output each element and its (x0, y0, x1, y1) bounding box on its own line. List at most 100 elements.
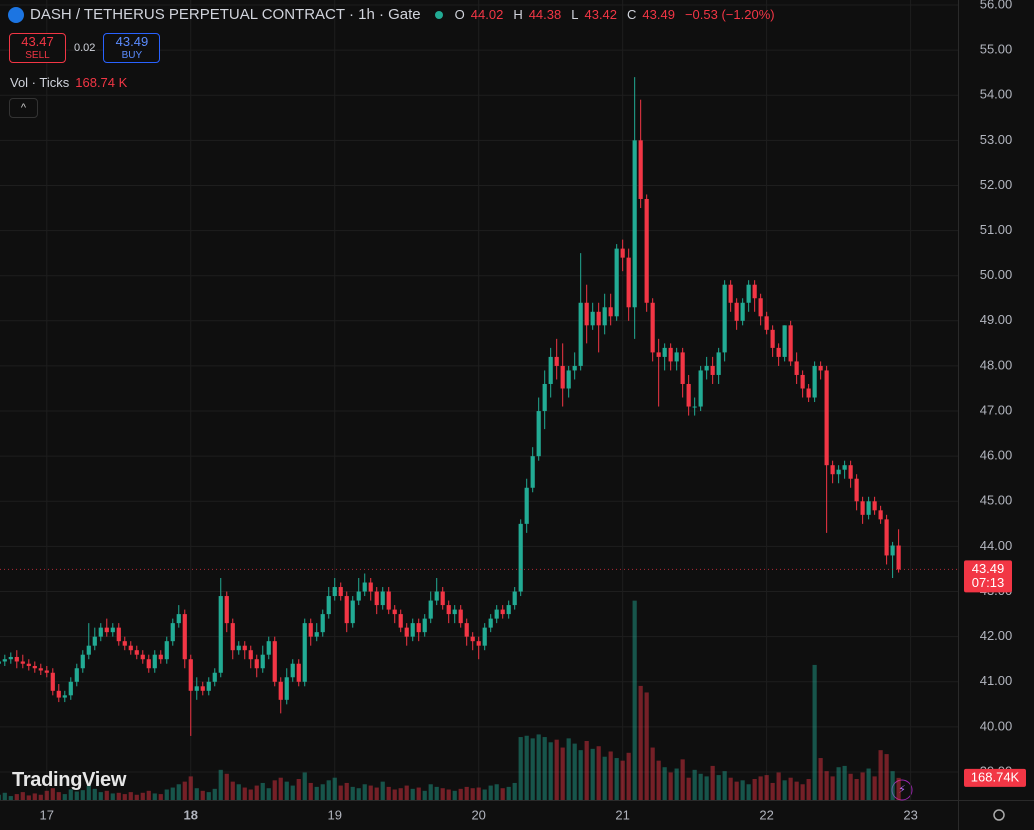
x-tick-label: 19 (327, 807, 341, 822)
candle-body (428, 600, 433, 619)
volume-bar (710, 765, 715, 800)
volume-bar (392, 789, 397, 800)
volume-bar (800, 784, 805, 800)
candle-body (62, 695, 67, 698)
buy-button[interactable]: 43.49 BUY (103, 33, 161, 63)
volume-bar (848, 773, 853, 800)
volume-bar (500, 788, 505, 800)
candle-body (866, 501, 871, 515)
volume-bar (686, 777, 691, 800)
volume-bar (866, 768, 871, 800)
candle-body (734, 302, 739, 321)
candle-body (326, 596, 331, 615)
candle-body (518, 523, 523, 592)
volume-title: Vol · Ticks (10, 75, 70, 90)
buy-price: 43.49 (115, 34, 149, 49)
volume-bar (182, 781, 187, 800)
candle-body (470, 636, 475, 642)
ohlc-label: C (627, 7, 637, 22)
candle-body (254, 659, 259, 669)
candle-body (332, 587, 337, 597)
volume-bar (620, 760, 625, 800)
candle-body (158, 654, 163, 660)
candle-body (506, 605, 511, 615)
volume-bar (314, 786, 319, 800)
volume-bar (236, 784, 241, 800)
lightning-button[interactable] (891, 779, 913, 801)
y-tick-label: 46.00 (980, 448, 1013, 463)
volume-bar (806, 779, 811, 800)
volume-bar (836, 767, 841, 800)
volume-bar (110, 793, 115, 800)
candle-body (110, 627, 115, 633)
collapse-button[interactable]: ^ (9, 98, 38, 118)
volume-bar (0, 794, 1, 800)
candle-body (164, 641, 169, 660)
volume-bar (20, 792, 25, 800)
volume-bar (86, 785, 91, 800)
candle-body (740, 302, 745, 321)
volume-bar (176, 784, 181, 800)
volume-bar (146, 790, 151, 800)
volume-bar (212, 788, 217, 800)
volume-bar (860, 772, 865, 800)
volume-bar (254, 785, 259, 800)
candle-body (764, 316, 769, 330)
candle-body (116, 627, 121, 642)
candle-body (890, 545, 895, 556)
volume-value: 168.74 K (75, 75, 128, 90)
volume-bar (242, 787, 247, 800)
volume-bar (482, 789, 487, 800)
y-tick-label: 51.00 (980, 222, 1013, 237)
volume-bar (434, 786, 439, 800)
candle-body (98, 627, 103, 637)
volume-bar (824, 771, 829, 800)
volume-bar (734, 781, 739, 800)
volume-badge (964, 768, 1026, 787)
candle-body (176, 614, 181, 624)
x-tick-label: 18 (184, 807, 198, 822)
candle-body (386, 591, 391, 610)
candle-body (320, 614, 325, 633)
candle-body (752, 284, 757, 299)
volume-bar (338, 785, 343, 800)
volume-bar (578, 750, 583, 800)
candle-body (308, 623, 313, 637)
candle-body (32, 665, 37, 669)
y-tick-label: 45.00 (980, 493, 1013, 508)
candle-body (458, 609, 463, 624)
volume-bar (26, 795, 31, 800)
y-tick-label: 53.00 (980, 132, 1013, 147)
volume-bar (416, 787, 421, 800)
status-dot (434, 10, 443, 19)
settings-button[interactable] (993, 809, 1005, 821)
candle-body (284, 677, 289, 700)
volume-bar (584, 740, 589, 800)
volume-bar (896, 777, 901, 800)
candle-body (188, 659, 193, 691)
candle-body (632, 140, 637, 308)
candle-body (356, 591, 361, 601)
volume-bar (272, 780, 277, 800)
volume-bar (476, 787, 481, 800)
candle-body (200, 686, 205, 691)
volume-bar (260, 782, 265, 800)
candle-body (404, 627, 409, 637)
candle-body (194, 686, 199, 691)
candle-body (476, 641, 481, 646)
volume-bar (464, 786, 469, 800)
volume-bar (788, 777, 793, 800)
volume-bar (566, 738, 571, 800)
ohlc-value: 43.42 (584, 7, 618, 22)
y-tick-label: 54.00 (980, 87, 1013, 102)
sell-button[interactable]: 43.47 SELL (9, 33, 66, 63)
candle-body (146, 659, 151, 669)
volume-bar (164, 789, 169, 800)
volume-bar (284, 781, 289, 800)
candle-body (212, 672, 217, 682)
volume-bar (374, 787, 379, 800)
candle-body (452, 609, 457, 615)
volume-bar (224, 773, 229, 800)
y-tick-label: 47.00 (980, 402, 1013, 417)
